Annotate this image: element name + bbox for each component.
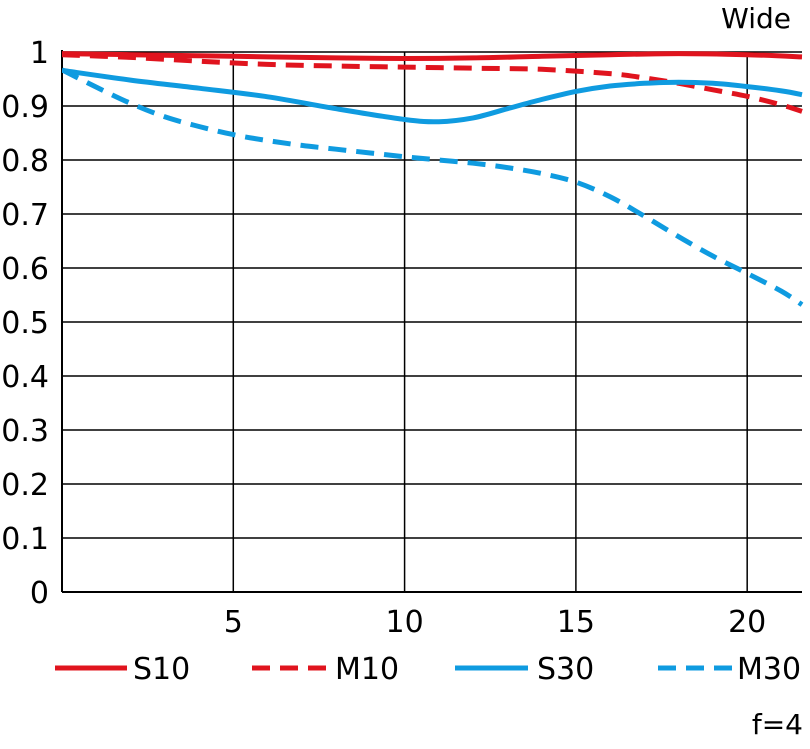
- y-tick-label: 0.5: [1, 306, 49, 341]
- y-tick-label: 1: [30, 36, 49, 71]
- y-tick-label: 0.3: [1, 414, 49, 449]
- x-tick-labels: 5 10 15 20: [224, 605, 767, 640]
- legend-label: S10: [133, 652, 190, 687]
- x-tick-label: 10: [385, 605, 423, 640]
- grid: [62, 51, 802, 592]
- y-tick-label: 0: [30, 576, 49, 611]
- series-line-m30: [62, 67, 804, 307]
- chart-title: Wide: [721, 2, 791, 35]
- y-tick-label: 0.7: [1, 198, 49, 233]
- y-tick-label: 0.1: [1, 522, 49, 557]
- x-tick-label: 15: [557, 605, 595, 640]
- x-tick-label: 20: [728, 605, 766, 640]
- axes: [61, 50, 802, 593]
- legend-label: M10: [335, 652, 399, 687]
- y-tick-label: 0.8: [1, 144, 49, 179]
- legend-item-m10: M10: [252, 652, 399, 687]
- legend-item-m30: M30: [658, 652, 801, 687]
- series-line-s10: [62, 51, 803, 61]
- x-tick-label: 5: [224, 605, 243, 640]
- legend-item-s10: S10: [55, 652, 190, 687]
- y-tick-labels: 0 0.1 0.2 0.3 0.4 0.5 0.6 0.7 0.8 0.9 1: [1, 36, 49, 611]
- legend-label: M30: [737, 652, 801, 687]
- legend-label: S30: [537, 652, 594, 687]
- legend-item-s30: S30: [455, 652, 594, 687]
- aperture-note: f=4: [752, 708, 803, 741]
- legend: S10 M10 S30 M30: [55, 652, 801, 687]
- series-line-m10: [62, 52, 803, 114]
- series-lines: [62, 51, 804, 307]
- y-tick-label: 0.4: [1, 360, 49, 395]
- series-line-s30: [62, 67, 803, 125]
- y-tick-label: 0.6: [1, 252, 49, 287]
- y-tick-label: 0.2: [1, 468, 49, 503]
- y-tick-label: 0.9: [1, 90, 49, 125]
